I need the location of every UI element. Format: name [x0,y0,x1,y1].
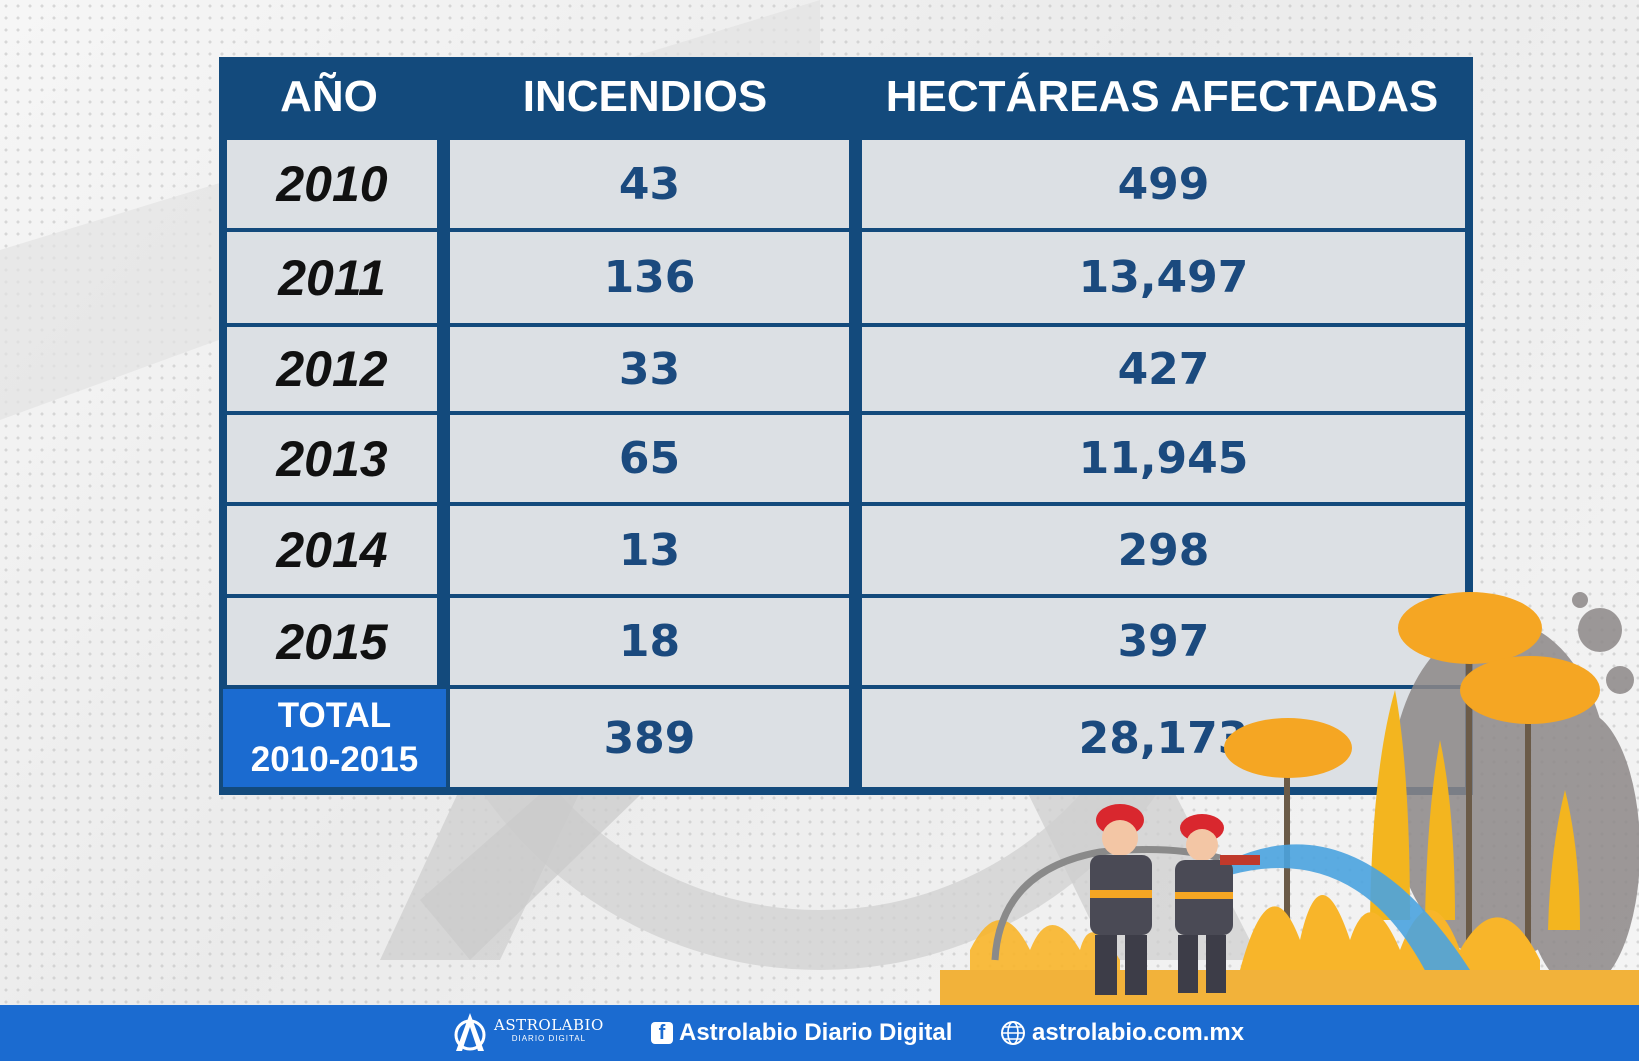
footer-bar: ASTROLABIO DIARIO DIGITAL f Astrolabio D… [0,1005,1639,1061]
table-header: AÑO INCENDIOS HECTÁREAS AFECTADAS [219,57,1473,137]
total-label-line2: 2010-2015 [250,740,419,779]
row-hectares: 397 [862,598,1465,685]
row-fires: 13 [450,506,849,594]
row-hectares: 427 [862,327,1465,411]
brand-name: ASTROLABIO [494,1016,604,1034]
total-label-line1: TOTAL [277,696,392,735]
burning-trees-icon [1224,592,1600,990]
row-year: 2015 [227,598,437,685]
brand-logo: ASTROLABIO DIARIO DIGITAL [452,1011,604,1053]
hose-icon [991,846,1221,961]
row-year: 2011 [227,232,437,323]
row-year: 2014 [227,506,437,594]
total-hectares: 28,173 [862,689,1465,787]
flames-icon [970,895,1540,970]
header-fires: INCENDIOS [522,72,768,121]
row-fires: 43 [450,140,849,228]
total-label: TOTAL 2010-2015 [223,689,446,787]
row-fires: 136 [450,232,849,323]
row-year: 2010 [227,140,437,228]
row-fires: 18 [450,598,849,685]
row-hectares: 13,497 [862,232,1465,323]
website-label: astrolabio.com.mx [1032,1019,1245,1046]
total-fires: 389 [450,689,849,787]
firefighter-icon [1090,804,1152,995]
facebook-link[interactable]: f Astrolabio Diario Digital [651,1005,952,1061]
globe-icon [1001,1021,1025,1045]
facebook-label: Astrolabio Diario Digital [679,1019,953,1046]
header-hectares: HECTÁREAS AFECTADAS [885,72,1439,121]
row-fires: 65 [450,415,849,502]
row-year: 2012 [227,327,437,411]
facebook-icon: f [651,1022,673,1044]
firefighters-illustration [940,592,1639,1005]
website-link[interactable]: astrolabio.com.mx [1000,1005,1244,1061]
row-hectares: 499 [862,140,1465,228]
firefighter-icon [1175,814,1260,993]
brand-subtitle: DIARIO DIGITAL [511,1034,587,1043]
row-hectares: 298 [862,506,1465,594]
fires-table: AÑO INCENDIOS HECTÁREAS AFECTADAS 2010 4… [219,57,1473,795]
row-fires: 33 [450,327,849,411]
astrolabio-logo-icon [454,1013,486,1051]
row-hectares: 11,945 [862,415,1465,502]
header-year: AÑO [280,72,378,121]
row-year: 2013 [227,415,437,502]
